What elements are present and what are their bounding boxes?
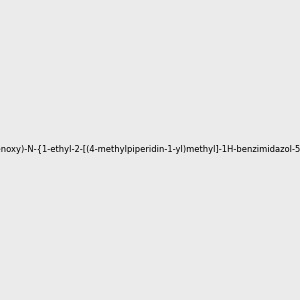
Text: 2-(2-chlorophenoxy)-N-{1-ethyl-2-[(4-methylpiperidin-1-yl)methyl]-1H-benzimidazo: 2-(2-chlorophenoxy)-N-{1-ethyl-2-[(4-met… — [0, 146, 300, 154]
